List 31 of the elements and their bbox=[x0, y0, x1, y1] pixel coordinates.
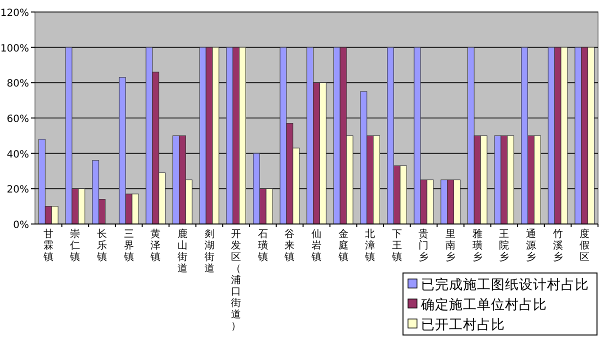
x-tick-label: 剡湖街道 bbox=[204, 229, 214, 274]
x-tick-label: 谷来镇 bbox=[284, 228, 295, 263]
x-tick-label: 石璜镇 bbox=[256, 229, 268, 263]
y-tick-label: 80% bbox=[6, 78, 29, 90]
x-tick-label: 通源乡 bbox=[526, 228, 536, 263]
y-tick-label: 60% bbox=[6, 114, 29, 125]
y-tick-label: 120% bbox=[0, 8, 29, 19]
x-tick-label: 贵门乡 bbox=[418, 228, 429, 263]
x-tick-label: 北漳镇 bbox=[364, 228, 376, 263]
y-tick-label: 0% bbox=[13, 220, 29, 231]
category-label: 开发区（浦口街道） bbox=[231, 229, 242, 332]
x-tick-label: 度假区 bbox=[580, 228, 590, 263]
x-tick-label: 鹿山街道 bbox=[177, 228, 188, 274]
x-tick-label: 仙岩镇 bbox=[310, 229, 322, 263]
legend-label: 已开工村占比 bbox=[421, 317, 505, 333]
x-tick-label: 竹溪乡 bbox=[552, 228, 563, 263]
x-tick-label: 王院乡 bbox=[499, 229, 510, 263]
x-tick-label: 下王镇 bbox=[390, 229, 402, 263]
x-tick-label: 雅璜乡 bbox=[472, 228, 482, 263]
legend-label: 确定施工单位村占比 bbox=[420, 297, 547, 313]
y-tick-label: 40% bbox=[6, 149, 29, 160]
y-tick-label: 20% bbox=[6, 184, 29, 196]
x-tick-label: 里南乡 bbox=[446, 229, 456, 263]
y-tick-label: 100% bbox=[0, 43, 29, 54]
x-tick-label: 甘霖镇 bbox=[42, 228, 54, 263]
x-tick-label: 崇仁镇 bbox=[69, 228, 80, 263]
legend-label: 已完成施工图纸设计村占比 bbox=[421, 277, 589, 293]
x-tick-label: 金庭镇 bbox=[337, 228, 348, 263]
x-tick-label: 黄泽镇 bbox=[150, 228, 161, 263]
x-tick-label: 长乐镇 bbox=[96, 228, 108, 263]
x-tick-label: 三界镇 bbox=[122, 229, 134, 263]
